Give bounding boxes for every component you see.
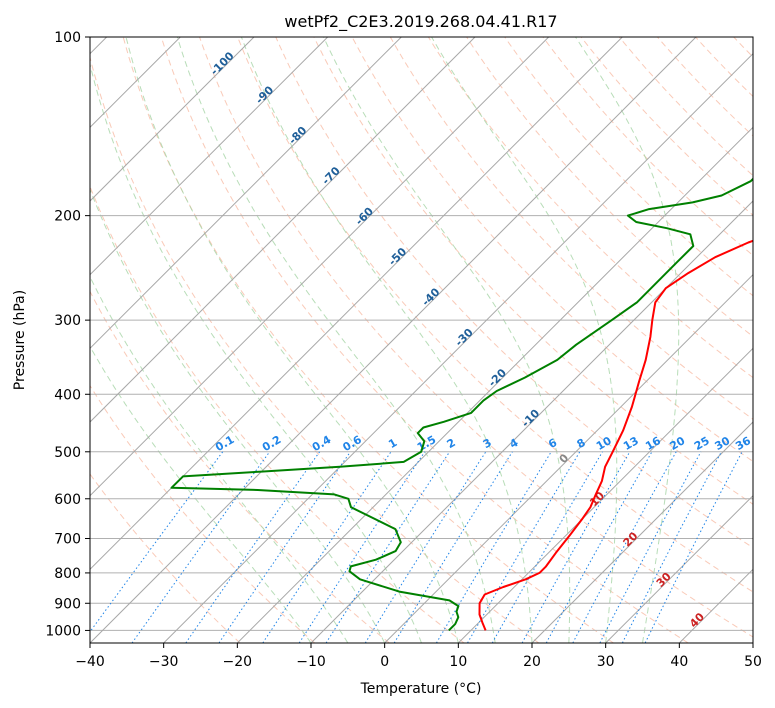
mixing-ratio-line (90, 451, 224, 633)
isotherm-line (531, 421, 753, 643)
dry-adiabat (160, 37, 689, 643)
isotherm-line (384, 273, 753, 643)
isotherm-line (457, 347, 753, 643)
dry-adiabat (427, 37, 753, 379)
isotherm-line (605, 494, 753, 643)
dry-adiabat (313, 37, 753, 505)
isotherm-line (90, 37, 623, 571)
mixing-ratio-line (364, 451, 487, 643)
isotherm-line (310, 200, 753, 643)
x-axis: −40 −30 −20 −10 0 10 20 30 40 50 (75, 643, 762, 670)
dry-adiabat (237, 37, 753, 593)
moist-adiabat (323, 37, 571, 643)
isotherm-line (90, 37, 255, 202)
mixing-ratio-line (435, 451, 552, 643)
plot-frame (89, 36, 754, 644)
isotherm-line (90, 37, 550, 497)
moist-adiabat (176, 37, 496, 643)
moist-adiabat (90, 62, 422, 643)
chart-title: wetPf2_C2E3.2019.268.04.41.R17 (284, 12, 557, 32)
plot-area: 0.1 0.2 0.4 0.6 1 1.5 2 3 4 6 8 10 13 16 20 25 30 36-100-… (90, 37, 753, 643)
x-tick-label: −10 (296, 654, 326, 670)
moist-adiabat (431, 37, 618, 643)
mixing-ratio-line (599, 451, 702, 643)
y-tick-label: 300 (54, 313, 81, 329)
dry-adiabat (275, 37, 753, 549)
dry-adiabat (618, 37, 753, 177)
mixing-ratio-line (545, 451, 653, 643)
background-lines (90, 37, 753, 643)
moist-adiabat (90, 188, 386, 643)
y-tick-label: 500 (54, 445, 81, 461)
dry-adiabat (389, 37, 753, 420)
y-axis: 100 200 300 400 500 600 700 800 900 1000 (45, 30, 90, 639)
x-tick-label: 10 (449, 654, 467, 670)
x-tick-label: −30 (149, 654, 179, 670)
mixing-ratio-line (298, 451, 426, 643)
moist-adiabat (125, 37, 459, 643)
y-tick-label: 600 (54, 492, 81, 508)
x-tick-label: 50 (744, 654, 762, 670)
mixing-ratio-line (644, 451, 743, 643)
y-tick-label: 200 (54, 209, 81, 225)
isotherm-line (90, 37, 476, 423)
moist-adiabat (240, 37, 533, 643)
isotherm-line (90, 37, 697, 643)
y-tick-label: 1000 (45, 623, 81, 639)
isotherm-line (163, 52, 753, 643)
profile-lines (170, 177, 753, 632)
y-tick-label: 800 (54, 566, 81, 582)
y-tick-label: 400 (54, 387, 81, 403)
mixing-ratio-line (185, 451, 321, 643)
x-tick-label: 20 (523, 654, 541, 670)
x-tick-label: −20 (223, 654, 253, 670)
temperature-trace (478, 239, 753, 631)
y-tick-label: 100 (54, 30, 81, 46)
y-axis-label: Pressure (hPa) (12, 290, 28, 390)
mixing-ratio-line (325, 451, 451, 643)
dry-adiabat (122, 37, 614, 643)
x-tick-label: 30 (597, 654, 615, 670)
dry-adiabat (90, 384, 316, 643)
mixing-ratio-line (131, 451, 271, 643)
dry-adiabat (199, 37, 753, 638)
x-tick-label: −40 (75, 654, 105, 670)
x-axis-label: Temperature (°C) (360, 681, 482, 697)
mixing-ratio-line (572, 451, 677, 643)
isotherm-line (236, 126, 753, 643)
y-tick-label: 700 (54, 532, 81, 548)
mixing-ratio-line (218, 451, 351, 643)
isotherm-line (90, 37, 402, 350)
dry-adiabat (504, 37, 753, 297)
moist-adiabat (90, 275, 349, 643)
mixing-ratio-line (521, 451, 631, 643)
y-tick-label: 900 (54, 596, 81, 612)
dry-adiabat (90, 185, 465, 643)
dry-adiabat (351, 37, 753, 463)
mixing-ratio-line (262, 451, 392, 643)
dry-adiabat (90, 55, 540, 643)
dry-adiabat (90, 290, 390, 643)
x-tick-label: 40 (670, 654, 688, 670)
x-tick-label: 0 (380, 654, 389, 670)
isotherm-line (90, 37, 329, 276)
dewpoint-trace (170, 177, 753, 632)
